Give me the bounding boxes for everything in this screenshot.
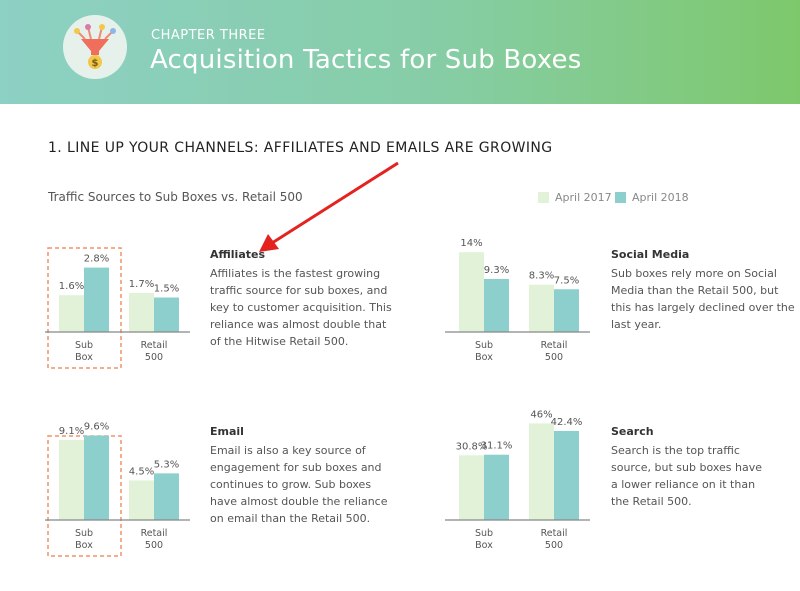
chapter-label: CHAPTER THREE: [151, 28, 266, 43]
data-label-social-media-retail-500-april-2017: 8.3%: [529, 271, 554, 282]
data-label-email-retail-500-april-2017: 4.5%: [129, 466, 154, 477]
bar-search-retail-500-april-2017: [529, 423, 554, 520]
social-media-description: Social Media Sub boxes rely more on Soci…: [611, 246, 796, 333]
legend-swatch-april-2017: [538, 192, 549, 203]
search-heading: Search: [611, 425, 654, 438]
tick-label-affiliates-retail-500-0: Retail: [141, 340, 168, 351]
data-label-email-sub-box-april-2018: 9.6%: [84, 422, 109, 433]
email-heading: Email: [210, 425, 244, 438]
email-description: Email Email is also a key source of enga…: [210, 423, 395, 527]
tick-label-email-retail-500-1: 500: [145, 540, 163, 551]
tick-label-social-media-sub-box-1: Box: [475, 352, 493, 363]
data-label-search-retail-500-april-2018: 42.4%: [551, 417, 583, 428]
affiliates-description: Affiliates Affiliates is the fastest gro…: [210, 246, 395, 350]
email-text: Email is also a key source of engagement…: [210, 444, 388, 525]
bar-search-sub-box-april-2017: [459, 455, 484, 520]
tick-label-affiliates-retail-500-1: 500: [145, 352, 163, 363]
funnel-dollar-icon: $: [63, 15, 127, 79]
data-label-email-retail-500-april-2018: 5.3%: [154, 459, 179, 470]
tick-label-affiliates-sub-box-1: Box: [75, 352, 93, 363]
bar-affiliates-retail-500-april-2018: [154, 297, 179, 332]
bar-email-retail-500-april-2018: [154, 473, 179, 520]
tick-label-affiliates-sub-box-0: Sub: [75, 340, 93, 351]
affiliates-text: Affiliates is the fastest growing traffi…: [210, 267, 392, 348]
data-label-email-sub-box-april-2017: 9.1%: [59, 426, 84, 437]
legend-item-april-2017: April 2017: [538, 191, 612, 204]
bar-social-media-sub-box-april-2017: [459, 252, 484, 332]
bar-email-sub-box-april-2018: [84, 435, 109, 520]
social-media-text: Sub boxes rely more on Social Media than…: [611, 267, 795, 331]
affiliates-heading: Affiliates: [210, 248, 266, 261]
tick-label-email-retail-500-0: Retail: [141, 528, 168, 539]
section-heading: 1. LINE UP YOUR CHANNELS: AFFILIATES AND…: [48, 140, 553, 156]
tick-label-email-sub-box-0: Sub: [75, 528, 93, 539]
tick-label-search-sub-box-1: Box: [475, 540, 493, 551]
bar-search-sub-box-april-2018: [484, 454, 509, 520]
bar-search-retail-500-april-2018: [554, 430, 579, 520]
data-label-search-sub-box-april-2018: 31.1%: [481, 441, 513, 452]
tick-label-search-retail-500-1: 500: [545, 540, 563, 551]
bar-email-sub-box-april-2017: [59, 439, 84, 520]
tick-label-email-sub-box-1: Box: [75, 540, 93, 551]
data-label-affiliates-retail-500-april-2018: 1.5%: [154, 284, 179, 295]
data-label-search-sub-box-april-2017: 30.8%: [456, 441, 488, 452]
data-label-affiliates-sub-box-april-2017: 1.6%: [59, 281, 84, 292]
bar-social-media-retail-500-april-2017: [529, 284, 554, 332]
bar-affiliates-sub-box-april-2018: [84, 267, 109, 332]
social-media-heading: Social Media: [611, 248, 690, 261]
bar-affiliates-retail-500-april-2017: [129, 292, 154, 332]
chapter-header: $ CHAPTER THREE Acquisition Tactics for …: [0, 0, 800, 104]
data-label-affiliates-sub-box-april-2018: 2.8%: [84, 254, 109, 265]
bar-affiliates-sub-box-april-2017: [59, 295, 84, 332]
data-label-search-retail-500-april-2017: 46%: [530, 409, 552, 420]
data-label-social-media-retail-500-april-2018: 7.5%: [554, 275, 579, 286]
page-title: Acquisition Tactics for Sub Boxes: [150, 45, 582, 75]
tick-label-social-media-sub-box-0: Sub: [475, 340, 493, 351]
legend-item-april-2018: April 2018: [615, 191, 689, 204]
search-text: Search is the top traffic source, but su…: [611, 444, 762, 508]
bar-social-media-sub-box-april-2018: [484, 278, 509, 332]
search-description: Search Search is the top traffic source,…: [611, 423, 771, 510]
legend-label-april-2017: April 2017: [555, 191, 612, 204]
data-label-social-media-sub-box-april-2017: 14%: [460, 238, 482, 249]
legend-label-april-2018: April 2018: [632, 191, 689, 204]
chart-title: Traffic Sources to Sub Boxes vs. Retail …: [48, 190, 303, 204]
data-label-social-media-sub-box-april-2018: 9.3%: [484, 265, 509, 276]
tick-label-search-retail-500-0: Retail: [541, 528, 568, 539]
tick-label-social-media-retail-500-0: Retail: [541, 340, 568, 351]
legend-swatch-april-2018: [615, 192, 626, 203]
svg-text:$: $: [92, 58, 99, 69]
tick-label-search-sub-box-0: Sub: [475, 528, 493, 539]
data-label-affiliates-retail-500-april-2017: 1.7%: [129, 279, 154, 290]
highlight-box-affiliates: [47, 247, 122, 369]
bar-email-retail-500-april-2017: [129, 480, 154, 520]
tick-label-social-media-retail-500-1: 500: [545, 352, 563, 363]
bar-social-media-retail-500-april-2018: [554, 289, 579, 332]
